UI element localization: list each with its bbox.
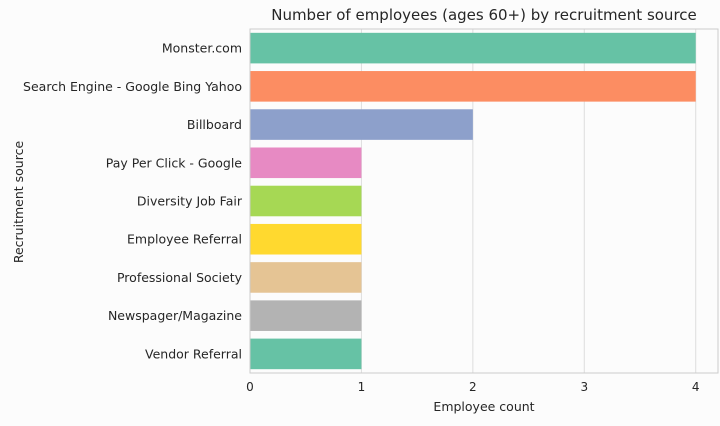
y-tick-label: Newspager/Magazine [108, 308, 242, 323]
bar [250, 109, 473, 140]
bars [250, 32, 696, 370]
x-tick-labels: 0 1 2 3 4 [246, 380, 699, 394]
x-tick-label: 3 [580, 380, 588, 394]
y-tick-label: Pay Per Click - Google [106, 155, 243, 170]
x-axis-label: Employee count [433, 399, 534, 414]
y-tick-label: Billboard [187, 117, 242, 132]
y-tick-label: Employee Referral [127, 232, 242, 247]
bar [250, 71, 696, 102]
y-tick-label: Professional Society [117, 270, 243, 285]
plot-frame [249, 28, 719, 374]
bar [250, 185, 362, 217]
bar [250, 300, 362, 331]
y-tick-label: Monster.com [162, 41, 242, 56]
y-tick-label: Diversity Job Fair [137, 194, 243, 209]
bar [250, 32, 696, 64]
bar [250, 338, 362, 370]
y-axis-label: Recruitment source [11, 141, 26, 264]
bar [250, 147, 362, 179]
x-tick-label: 2 [469, 380, 477, 394]
x-tick-label: 0 [246, 380, 254, 394]
y-tick-label: Search Engine - Google Bing Yahoo [23, 79, 242, 94]
bar [250, 262, 362, 293]
y-tick-labels: Monster.com Search Engine - Google Bing Y… [23, 41, 243, 362]
x-tick-label: 1 [358, 380, 366, 394]
bar [250, 223, 362, 255]
x-tick-label: 4 [692, 380, 700, 394]
chart-title: Number of employees (ages 60+) by recrui… [271, 6, 697, 24]
y-tick-label: Vendor Referral [145, 346, 242, 361]
